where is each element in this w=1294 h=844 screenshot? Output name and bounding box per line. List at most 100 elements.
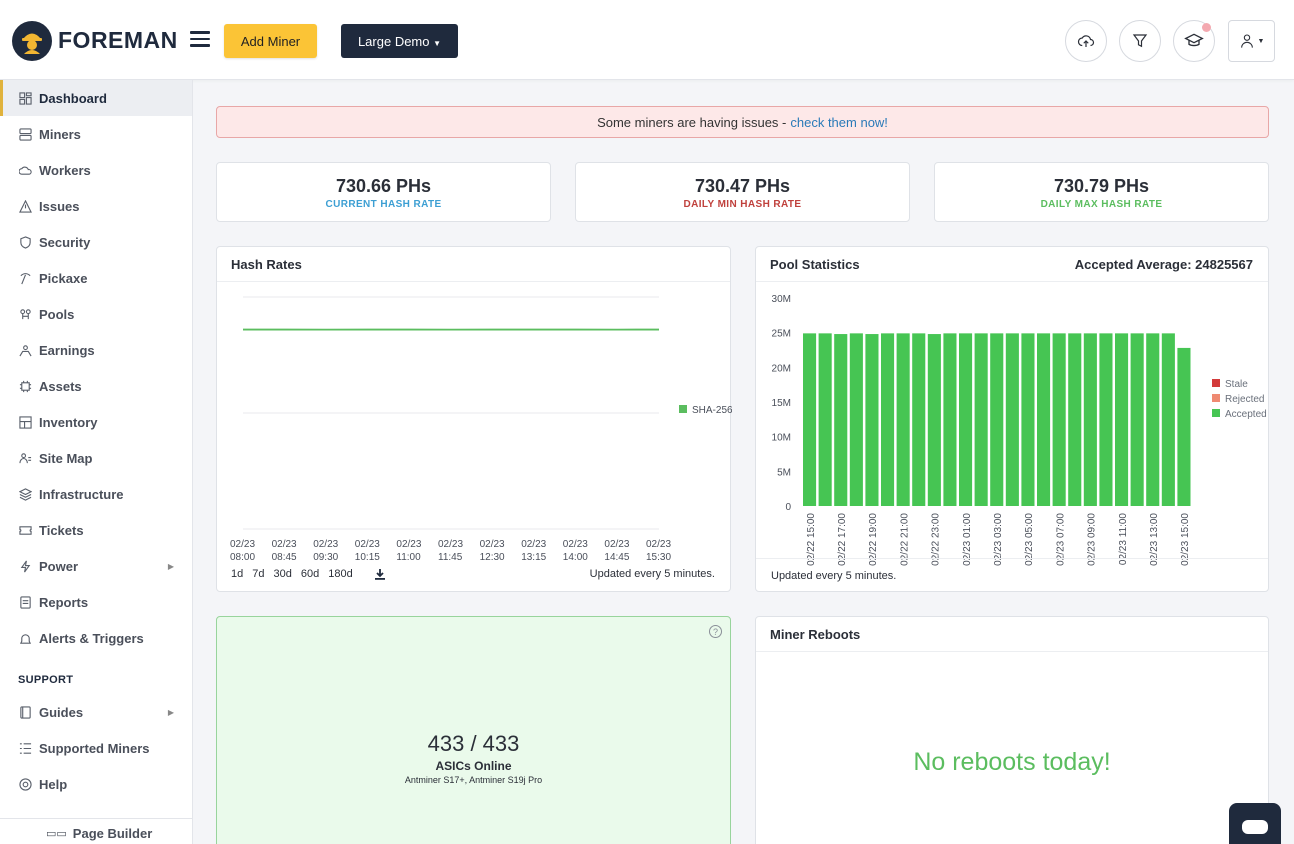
sidebar-item-pools[interactable]: Pools (0, 296, 192, 332)
user-menu-button[interactable]: ▼ (1228, 20, 1275, 62)
pool-updated-note: Updated every 5 minutes. (771, 570, 897, 582)
x-tick-label: 02/23 01:00 (962, 513, 973, 566)
page-builder-icon: ▭▭ (46, 828, 67, 840)
x-tick-label: 02/23 05:00 (1024, 513, 1035, 566)
sidebar-item-label: Guides (39, 704, 84, 720)
bar-accepted[interactable] (1177, 347, 1191, 506)
sidebar-item-security[interactable]: Security (0, 224, 192, 260)
bar-accepted[interactable] (849, 333, 863, 506)
range-1d[interactable]: 1d (231, 568, 244, 580)
legend-label-rejected[interactable]: Rejected (1225, 394, 1264, 405)
chat-button[interactable] (1229, 803, 1281, 844)
sidebar-item-earnings[interactable]: Earnings (0, 332, 192, 368)
bar-accepted[interactable] (834, 334, 848, 506)
sidebar-item-assets[interactable]: Assets (0, 368, 192, 404)
user-icon (1240, 34, 1253, 48)
bar-accepted[interactable] (990, 333, 1004, 506)
sidebar-item-alerts-triggers[interactable]: Alerts & Triggers (0, 620, 192, 656)
no-reboots-message: No reboots today! (913, 748, 1111, 776)
notification-dot (1202, 23, 1211, 32)
bar-accepted[interactable] (1005, 333, 1019, 506)
menu-toggle-icon[interactable] (190, 31, 210, 47)
cloud-upload-icon (1077, 35, 1095, 47)
bar-accepted[interactable] (912, 333, 926, 506)
help-icon[interactable]: ? (709, 625, 722, 638)
bar-accepted[interactable] (803, 333, 817, 506)
range-60d[interactable]: 60d (300, 568, 320, 580)
sidebar-item-tickets[interactable]: Tickets (0, 512, 192, 548)
bar-accepted[interactable] (1161, 333, 1175, 506)
sidebar-item-inventory[interactable]: Inventory (0, 404, 192, 440)
hash-rate-chart[interactable]: 02/23 08:00 02/23 08:45 02/23 09:30 02/23 10:15… (217, 283, 732, 568)
bar-accepted[interactable] (896, 333, 910, 506)
bar-accepted[interactable] (1130, 333, 1144, 506)
pools-icon (18, 307, 32, 321)
sidebar-item-reports[interactable]: Reports (0, 584, 192, 620)
sidebar-item-infrastructure[interactable]: Infrastructure (0, 476, 192, 512)
bar-accepted[interactable] (881, 333, 895, 506)
report-icon (18, 595, 32, 609)
bar-accepted[interactable] (1146, 333, 1160, 506)
bar-accepted[interactable] (943, 333, 957, 506)
upload-button[interactable] (1065, 20, 1107, 62)
sidebar-item-supported-miners[interactable]: Supported Miners (0, 730, 192, 766)
x-tick-label: 02/23 10:15 (355, 539, 380, 563)
sidebar-item-guides[interactable]: Guides ▶ (0, 694, 192, 730)
range-30d[interactable]: 30d (273, 568, 292, 580)
bar-accepted[interactable] (1083, 333, 1097, 506)
daily-min-hash-rate-card: 730.47 PHs DAILY MIN HASH RATE (575, 162, 910, 222)
legend-label-sha256[interactable]: SHA-256 (692, 405, 732, 416)
bar-accepted[interactable] (865, 334, 879, 506)
y-tick-label: 25M (772, 329, 791, 340)
sidebar-item-pickaxe[interactable]: Pickaxe (0, 260, 192, 296)
y-tick-label: 20M (772, 363, 791, 374)
sidebar-item-dashboard[interactable]: Dashboard (0, 80, 192, 116)
stat-label: DAILY MAX HASH RATE (1040, 199, 1163, 210)
brand-name: FOREMAN (58, 27, 178, 53)
y-tick-label: 15M (772, 398, 791, 409)
legend-label-accepted[interactable]: Accepted (1225, 409, 1267, 420)
sidebar-item-label: Issues (39, 198, 80, 214)
foreman-logo-icon[interactable] (12, 21, 52, 61)
bar-accepted[interactable] (1037, 333, 1051, 506)
sidebar-item-workers[interactable]: Workers (0, 152, 192, 188)
bar-accepted[interactable] (959, 333, 973, 506)
legend-label-stale[interactable]: Stale (1225, 379, 1248, 390)
bar-accepted[interactable] (1115, 333, 1129, 506)
x-tick-label: 02/23 14:00 (563, 539, 588, 563)
sidebar-item-issues[interactable]: Issues (0, 188, 192, 224)
site-select-button[interactable]: Large Demo ▼ (341, 24, 458, 58)
help-icon (18, 777, 32, 791)
sidebar-item-label: Assets (39, 378, 82, 394)
bar-accepted[interactable] (1021, 333, 1035, 506)
download-icon[interactable] (374, 568, 386, 583)
issues-alert: Some miners are having issues - check th… (216, 106, 1269, 138)
asics-label: ASICs Online (435, 759, 512, 773)
bar-accepted[interactable] (974, 333, 988, 506)
filter-button[interactable] (1119, 20, 1161, 62)
y-tick-label: 10M (772, 433, 791, 444)
miner-reboots-card: Miner Reboots No reboots today! (755, 616, 1269, 844)
range-selector: 1d 7d 30d 60d 180d (231, 568, 386, 583)
sidebar-item-miners[interactable]: Miners (0, 116, 192, 152)
sidebar-item-power[interactable]: Power ▶ (0, 548, 192, 584)
range-180d[interactable]: 180d (328, 568, 353, 580)
sidebar-item-help[interactable]: Help (0, 766, 192, 802)
divider (756, 651, 1268, 652)
bar-accepted[interactable] (1068, 333, 1082, 506)
divider (756, 281, 1268, 282)
bar-accepted[interactable] (818, 333, 832, 506)
sidebar-item-site-map[interactable]: Site Map (0, 440, 192, 476)
page-builder-link[interactable]: ▭▭ Page Builder (0, 818, 193, 844)
academy-button[interactable] (1173, 20, 1215, 62)
server-icon (18, 127, 32, 141)
sidebar-item-label: Infrastructure (39, 486, 124, 502)
pool-stats-chart[interactable]: 0 5M 10M 15M 20M 25M 30M 02/22 15:00 02/22 17:00… (756, 283, 1270, 568)
earnings-icon (18, 343, 32, 357)
bar-accepted[interactable] (927, 334, 941, 506)
bar-accepted[interactable] (1099, 333, 1113, 506)
bar-accepted[interactable] (1052, 333, 1066, 506)
range-7d[interactable]: 7d (252, 568, 265, 580)
add-miner-button[interactable]: Add Miner (224, 24, 317, 58)
check-issues-link[interactable]: check them now! (790, 114, 888, 130)
